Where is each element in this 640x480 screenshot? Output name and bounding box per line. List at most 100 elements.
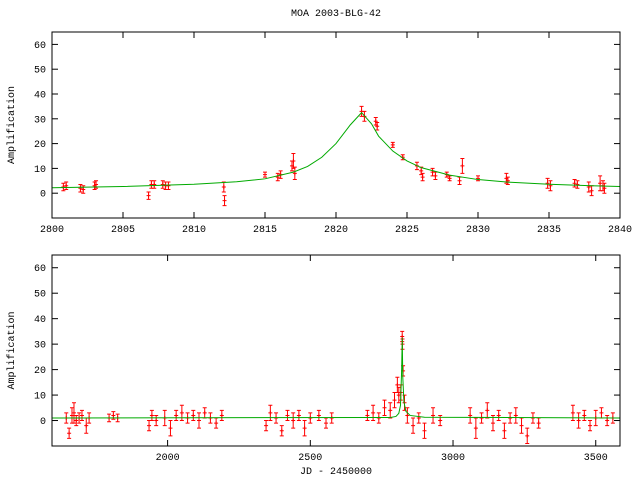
data-point <box>222 198 227 203</box>
x-tick-label: 2805 <box>111 225 135 236</box>
data-point <box>419 168 424 173</box>
data-point <box>296 413 301 418</box>
y-tick-label: 50 <box>34 66 46 77</box>
data-point <box>572 181 577 186</box>
data-point <box>392 398 397 403</box>
data-point <box>214 421 219 426</box>
data-point <box>457 178 462 183</box>
data-point <box>168 426 173 431</box>
data-point <box>79 413 84 418</box>
y-tick-label: 40 <box>34 315 46 326</box>
data-point <box>166 183 171 188</box>
data-point <box>396 393 401 398</box>
data-point <box>502 428 507 433</box>
x-tick-label: 2000 <box>156 453 180 464</box>
data-point <box>395 382 400 387</box>
y-tick-label: 0 <box>40 190 46 201</box>
plot-border <box>51 254 621 447</box>
data-point <box>582 413 587 418</box>
data-point <box>433 173 438 178</box>
data-point <box>291 158 296 163</box>
data-point <box>84 423 89 428</box>
data-point <box>160 182 165 187</box>
data-point <box>279 428 284 433</box>
y-tick-label: 30 <box>34 115 46 126</box>
y-tick-label: 30 <box>34 341 46 352</box>
plot-area <box>52 330 620 444</box>
data-point <box>67 431 72 436</box>
plot-border <box>51 31 621 219</box>
data-point <box>598 181 603 186</box>
x-axis-label: JD - 2450000 <box>300 467 372 478</box>
data-point <box>285 413 290 418</box>
y-tick-label: 10 <box>34 165 46 176</box>
y-tick-label: 60 <box>34 264 46 275</box>
data-point <box>525 433 530 438</box>
model-curve <box>52 337 620 419</box>
data-point <box>146 193 151 198</box>
x-tick-label: 2810 <box>182 225 206 236</box>
data-point <box>438 418 443 423</box>
y-axis-label: Amplification <box>6 86 18 164</box>
data-point <box>71 410 76 415</box>
data-point <box>154 418 159 423</box>
data-point <box>468 413 473 418</box>
data-point <box>196 418 201 423</box>
x-tick-label: 2830 <box>466 225 490 236</box>
data-point <box>605 418 610 423</box>
data-point <box>513 413 518 418</box>
y-tick-label: 20 <box>34 140 46 151</box>
data-point <box>496 413 501 418</box>
y-tick-label: 60 <box>34 41 46 52</box>
data-point <box>316 413 321 418</box>
data-point <box>602 186 607 191</box>
data-point <box>382 405 387 410</box>
data-point <box>519 423 524 428</box>
data-point <box>589 188 594 193</box>
data-point <box>179 410 184 415</box>
data-point <box>371 410 376 415</box>
x-tick-label: 2835 <box>537 225 561 236</box>
data-point <box>221 185 226 189</box>
data-point <box>422 428 427 433</box>
data-point <box>94 182 99 187</box>
y-axis-label: Amplification <box>6 311 18 389</box>
model-curve <box>52 111 620 189</box>
data-point <box>61 185 66 189</box>
data-point <box>375 124 380 129</box>
x-tick-label: 3000 <box>441 453 465 464</box>
x-tick-label: 2820 <box>324 225 348 236</box>
x-tick-label: 2840 <box>608 225 632 236</box>
y-tick-label: 0 <box>40 417 46 428</box>
data-point <box>111 413 116 418</box>
x-tick-label: 3500 <box>584 453 608 464</box>
y-tick-label: 10 <box>34 392 46 403</box>
data-point <box>174 413 179 418</box>
data-point <box>570 410 575 415</box>
x-tick-label: 2500 <box>298 453 322 464</box>
data-point <box>576 418 581 423</box>
data-point <box>291 418 296 423</box>
data-point <box>420 175 425 180</box>
data-point <box>263 172 267 177</box>
x-tick-label: 2825 <box>395 225 419 236</box>
data-point <box>575 182 580 187</box>
data-point <box>302 426 307 431</box>
chart-title: MOA 2003-BLG-42 <box>291 9 381 20</box>
data-point <box>588 423 593 428</box>
data-point <box>479 415 484 420</box>
x-tick-label: 2800 <box>40 225 64 236</box>
data-point <box>202 410 207 415</box>
data-point <box>264 423 269 428</box>
data-point <box>460 163 465 168</box>
data-point <box>219 413 224 418</box>
data-point <box>81 187 86 192</box>
data-point <box>485 408 490 413</box>
data-point <box>147 423 152 428</box>
x-tick-label: 2815 <box>253 225 277 236</box>
data-point <box>365 413 370 418</box>
data-point <box>74 418 79 423</box>
data-point <box>390 142 395 147</box>
